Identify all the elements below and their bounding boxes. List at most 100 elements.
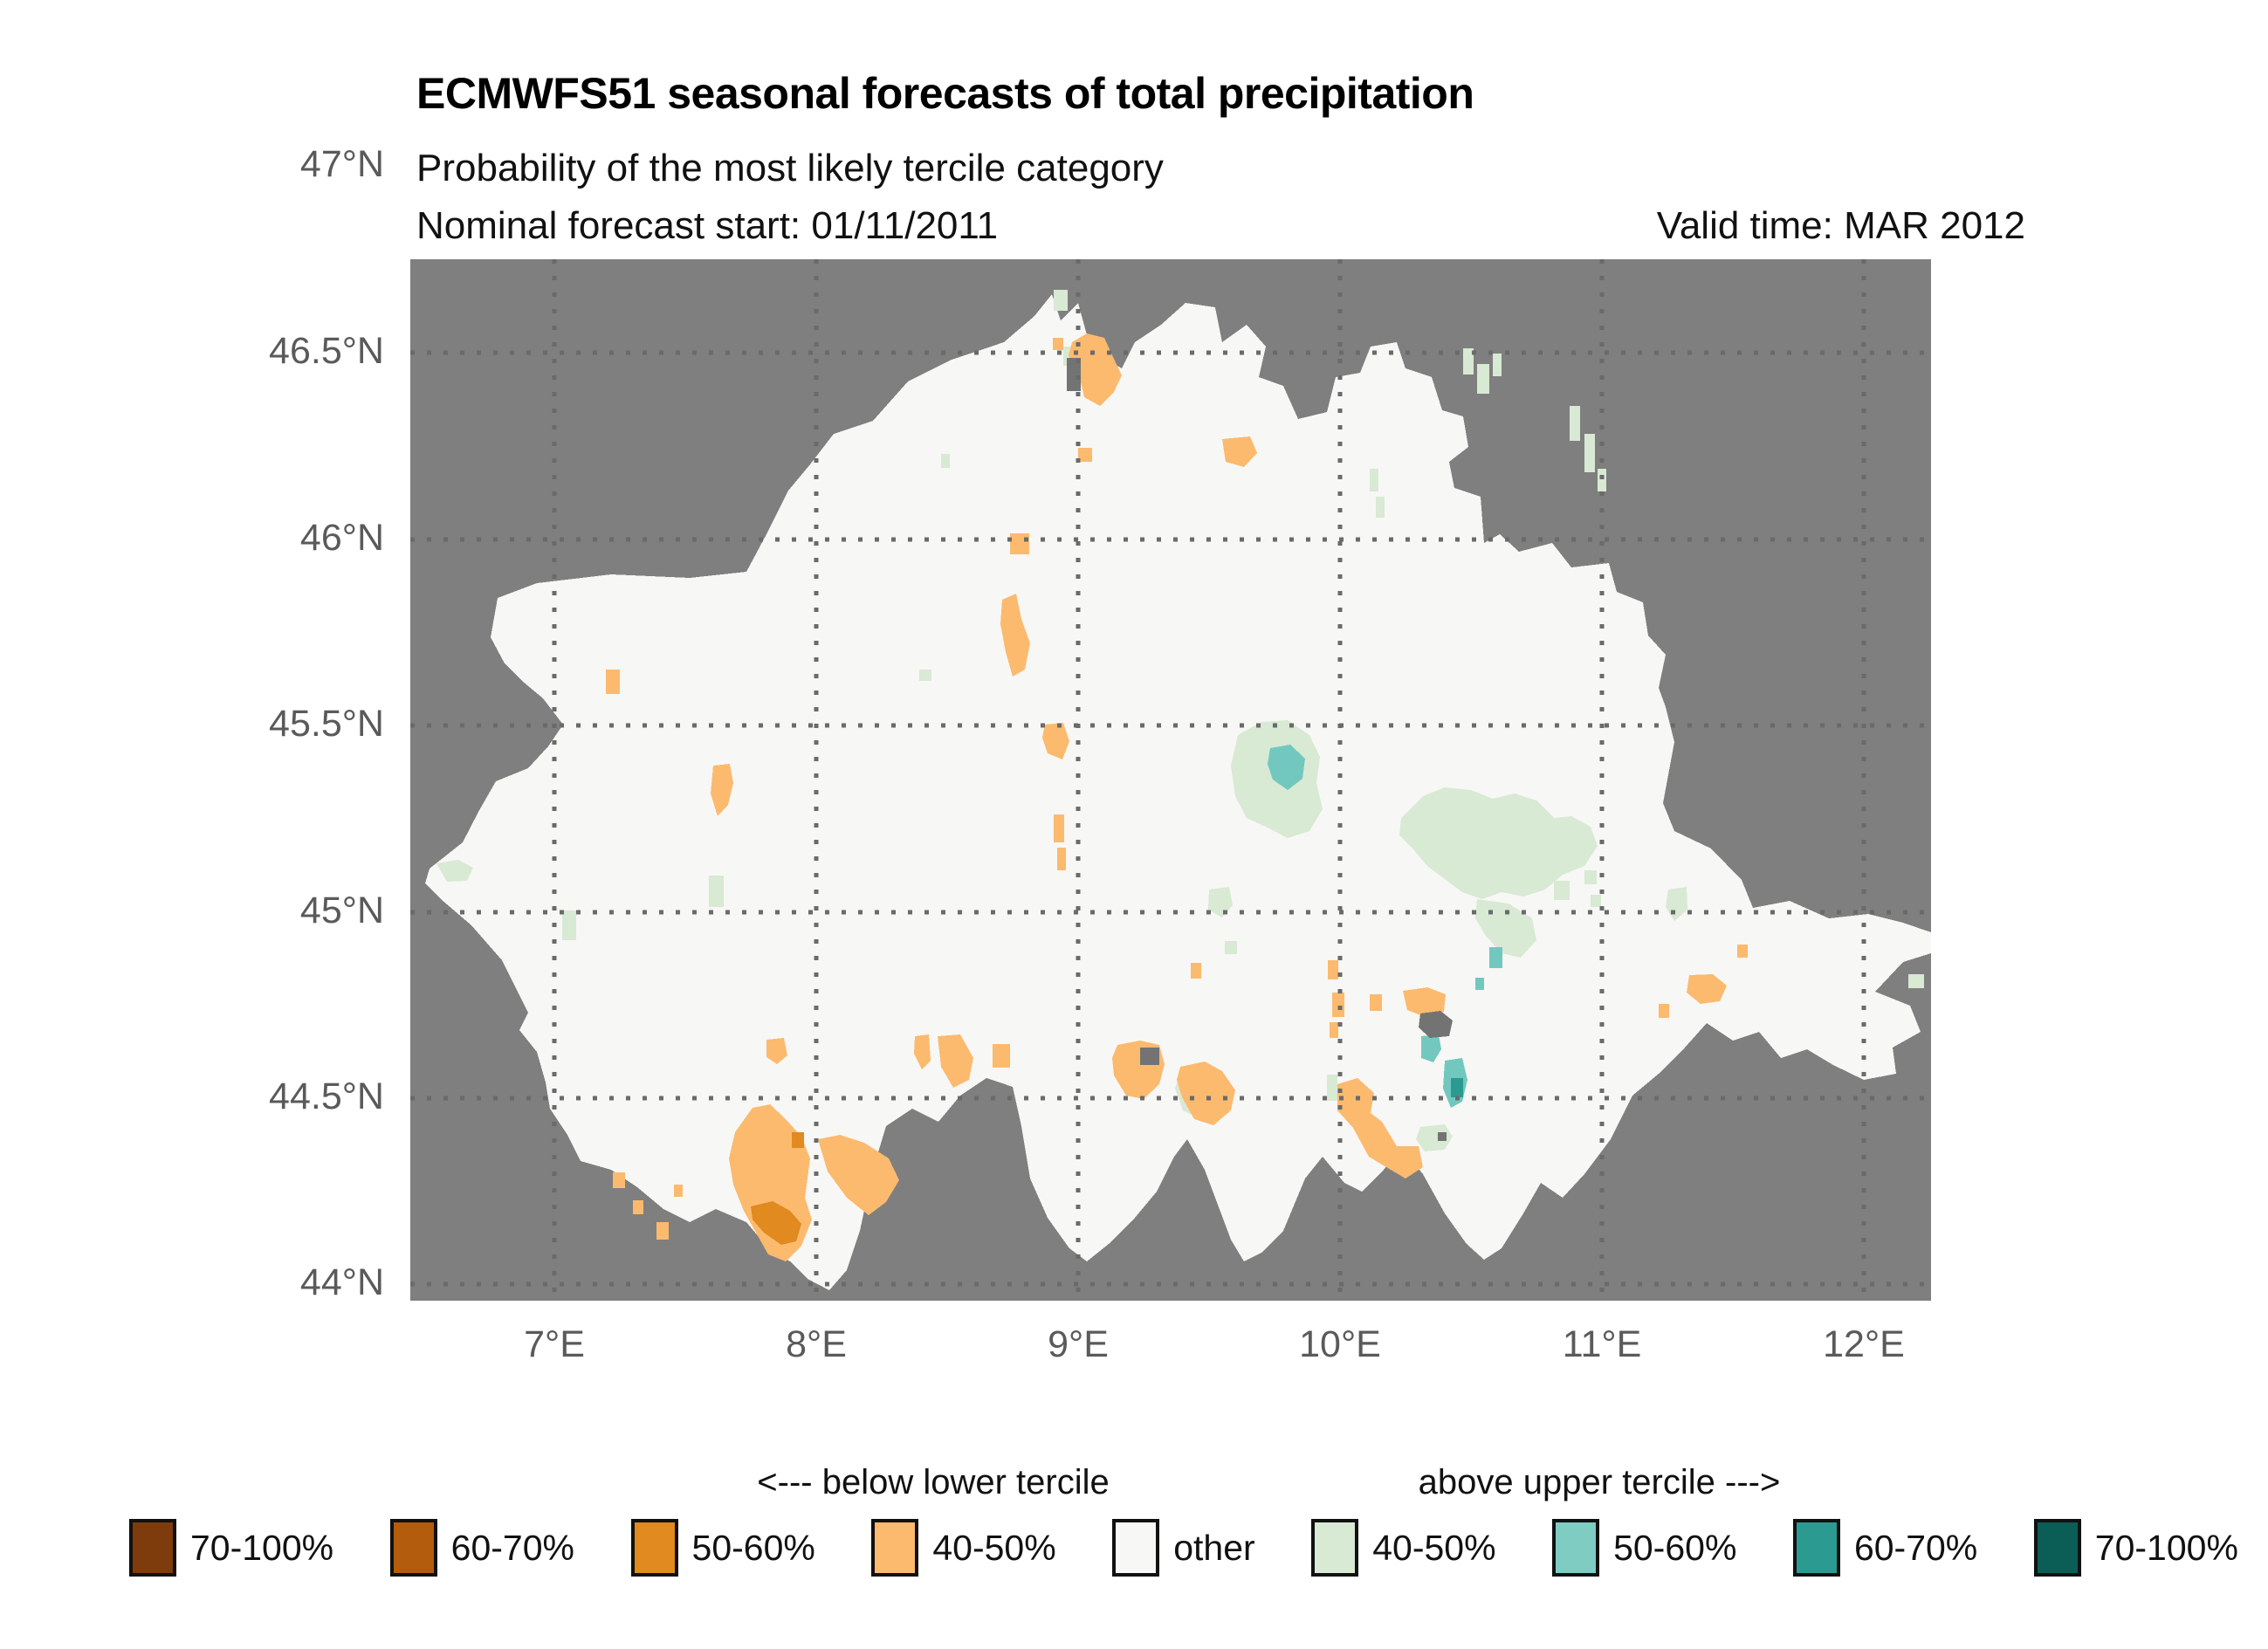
patch-b40 (1328, 960, 1338, 979)
patch-a40 (562, 910, 576, 940)
patch-b40 (1659, 1004, 1669, 1018)
patch-b40 (1054, 814, 1064, 842)
legend-swatch-icon (1311, 1519, 1359, 1577)
patch-b40 (606, 670, 620, 694)
patch-a40 (1208, 887, 1233, 917)
y-tick-label: 45°N (299, 890, 384, 931)
y-tick-label: 44.5°N (269, 1075, 384, 1117)
patch-a40 (1493, 354, 1502, 376)
patch-mg (1419, 1011, 1453, 1038)
legend-swatch-icon (2033, 1519, 2081, 1577)
y-tick-label: 46°N (299, 517, 384, 559)
legend-item: 70-100% (129, 1519, 333, 1577)
patch-a40 (1584, 870, 1597, 884)
legend-item: 60-70% (389, 1519, 574, 1577)
patch-b40 (1332, 993, 1344, 1017)
patch-b40 (1010, 533, 1029, 554)
patch-b40 (1737, 945, 1748, 958)
patch-b40 (674, 1185, 683, 1197)
patch-a50 (1475, 978, 1484, 990)
valid-time-label: Valid time: MAR 2012 (1656, 204, 2025, 247)
patch-a40 (1370, 469, 1378, 491)
patch-mg (1438, 1132, 1447, 1141)
patch-a50 (1489, 947, 1502, 968)
legend-above-tercile-header: above upper tercile ---> (1418, 1463, 1781, 1501)
patch-a40 (1416, 1124, 1453, 1151)
patch-b40 (711, 764, 733, 816)
patch-a40 (436, 860, 473, 882)
patch-a40 (1376, 497, 1385, 518)
patch-b40 (1078, 448, 1092, 462)
patch-a40 (919, 670, 931, 681)
patch-b40 (1330, 1022, 1338, 1038)
legend-swatch-icon (389, 1519, 437, 1577)
map-canvas (410, 259, 1931, 1301)
patch-b40 (1403, 987, 1446, 1018)
legend-label: 70-100% (190, 1527, 334, 1568)
patch-a40 (1584, 434, 1595, 472)
patch-mg (1140, 1048, 1159, 1065)
patch-a40 (1054, 290, 1068, 311)
legend-item: other (1112, 1519, 1255, 1577)
patch-b40 (613, 1172, 625, 1188)
patch-b40 (914, 1034, 931, 1069)
legend-swatch-icon (1552, 1519, 1600, 1577)
legend-label: 50-60% (1613, 1527, 1737, 1568)
patch-b40 (1177, 1062, 1235, 1125)
forecast-map (410, 259, 1931, 1301)
x-tick-label: 12°E (1823, 1323, 1905, 1365)
legend-swatch-icon (1792, 1519, 1840, 1577)
patch-b40 (633, 1200, 643, 1214)
legend-item: 60-70% (1792, 1519, 1977, 1577)
legend-item: 70-100% (2033, 1519, 2238, 1577)
patch-a40 (709, 876, 724, 907)
patch-a40 (1463, 348, 1474, 374)
forecast-start-label: Nominal forecast start: 01/11/2011 (416, 204, 999, 247)
patch-b40 (1337, 1078, 1423, 1178)
legend-item: 40-50% (871, 1519, 1056, 1577)
patch-b40 (656, 1222, 669, 1240)
legend-label: other (1173, 1527, 1255, 1568)
legend-swatch-icon (630, 1519, 678, 1577)
legend-label: 40-50% (932, 1527, 1056, 1568)
y-tick-label: 46.5°N (269, 330, 384, 372)
patch-a40 (1908, 974, 1924, 988)
x-tick-label: 9°E (1048, 1323, 1109, 1365)
legend-swatch-icon (1112, 1519, 1160, 1577)
patch-b40 (1191, 963, 1201, 979)
patch-b40 (1057, 848, 1066, 870)
patch-a40 (1591, 895, 1601, 907)
legend-label: 40-50% (1372, 1527, 1496, 1568)
patch-b50 (792, 1132, 804, 1148)
page-title: ECMWFS51 seasonal forecasts of total pre… (416, 69, 1474, 118)
patch-a40 (1327, 1075, 1337, 1101)
legend-item: 50-60% (630, 1519, 815, 1577)
x-tick-label: 7°E (524, 1323, 585, 1365)
patch-b40 (1000, 594, 1030, 677)
x-tick-label: 10°E (1299, 1323, 1381, 1365)
x-tick-label: 8°E (786, 1323, 847, 1365)
patch-a40 (1598, 469, 1606, 491)
legend-label: 60-70% (450, 1527, 574, 1568)
legend-item: 50-60% (1552, 1519, 1736, 1577)
subtitle: Probability of the most likely tercile c… (416, 147, 1164, 189)
legend-label: 50-60% (691, 1527, 815, 1568)
patch-a60 (1451, 1078, 1463, 1097)
patch-a40 (1570, 406, 1580, 441)
legend-swatch-icon (129, 1519, 176, 1577)
y-tick-label: 47°N (299, 143, 384, 185)
patch-a40 (1399, 787, 1598, 899)
patch-a50 (1421, 1034, 1441, 1062)
patch-b40 (1042, 723, 1069, 759)
legend-below-tercile-header: <--- below lower tercile (757, 1463, 1110, 1501)
legend-item: 40-50% (1311, 1519, 1496, 1577)
legend: 70-100% 60-70% 50-60% 40-50% other 40-50% 50-6… (129, 1519, 2238, 1577)
patch-b40 (766, 1038, 787, 1064)
x-tick-label: 11°E (1562, 1323, 1642, 1365)
patch-a40 (1477, 364, 1489, 394)
patch-a40 (941, 454, 950, 468)
patch-mg (1067, 358, 1081, 391)
basin-region (425, 294, 1931, 1290)
patch-b40 (938, 1034, 973, 1088)
